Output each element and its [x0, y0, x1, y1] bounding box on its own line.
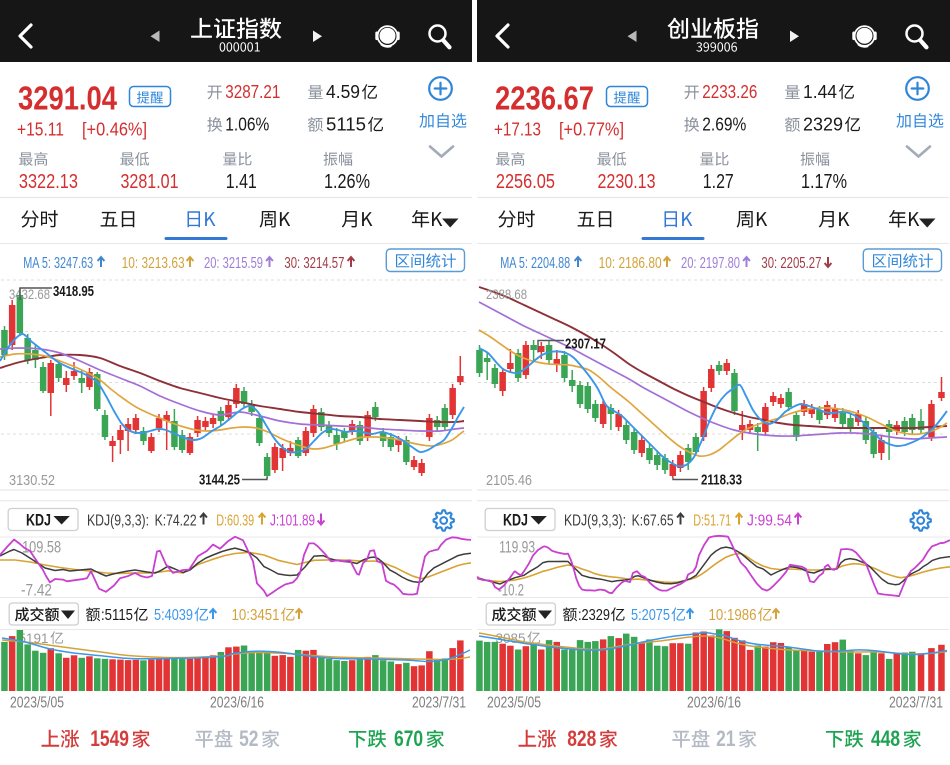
- svg-text:3291.04: 3291.04: [18, 80, 118, 117]
- svg-text:D:51.71: D:51.71: [693, 513, 731, 530]
- svg-text:10: 3213.63: 10: 3213.63: [122, 255, 185, 272]
- svg-text:K:67.65: K:67.65: [632, 513, 674, 530]
- svg-text::2329: :2329: [578, 607, 610, 624]
- svg-text:2023/6/16: 2023/6/16: [687, 695, 741, 712]
- svg-text:1.26%: 1.26%: [324, 171, 370, 193]
- svg-text:KDJ: KDJ: [26, 511, 51, 530]
- svg-text:3418.95: 3418.95: [53, 284, 94, 300]
- svg-text:KDJ(9,3,3):: KDJ(9,3,3):: [564, 513, 626, 530]
- svg-text:3130.52: 3130.52: [9, 472, 55, 489]
- svg-text:2023/7/31: 2023/7/31: [889, 695, 943, 712]
- svg-text:5115: 5115: [326, 114, 366, 135]
- svg-text:448: 448: [871, 726, 900, 751]
- svg-text:2256.05: 2256.05: [496, 171, 555, 193]
- svg-text:MA 5: 3247.63: MA 5: 3247.63: [23, 255, 93, 272]
- svg-text:3287.21: 3287.21: [225, 81, 280, 102]
- svg-text:10:1986: 10:1986: [709, 607, 757, 624]
- svg-text:KDJ: KDJ: [503, 511, 528, 530]
- svg-text:3144.25: 3144.25: [199, 473, 240, 489]
- svg-text:J:99.54: J:99.54: [747, 513, 792, 530]
- svg-text:1.17%: 1.17%: [801, 171, 847, 193]
- svg-text:D:60.39: D:60.39: [216, 513, 254, 530]
- svg-text:2023/6/16: 2023/6/16: [210, 695, 264, 712]
- svg-text::5115: :5115: [101, 607, 133, 624]
- svg-text:10: 2186.80: 10: 2186.80: [599, 255, 662, 272]
- svg-text:+15.11: +15.11: [17, 120, 64, 140]
- svg-text:5:2075: 5:2075: [631, 607, 670, 624]
- svg-text:K:74.22: K:74.22: [155, 513, 197, 530]
- svg-text:30: 3214.57: 30: 3214.57: [284, 255, 344, 272]
- svg-text:1549: 1549: [90, 726, 129, 751]
- svg-text:2105.46: 2105.46: [486, 472, 532, 489]
- svg-text:-7.42: -7.42: [21, 581, 52, 600]
- svg-text:2118.33: 2118.33: [701, 473, 742, 489]
- svg-text:21: 21: [716, 726, 735, 751]
- svg-text:2307.17: 2307.17: [565, 337, 606, 353]
- svg-text:4.59: 4.59: [326, 81, 360, 102]
- svg-text:2230.13: 2230.13: [598, 171, 656, 193]
- svg-text:2023/7/31: 2023/7/31: [412, 695, 466, 712]
- svg-text:30: 2205.27: 30: 2205.27: [761, 255, 821, 272]
- svg-text:J:101.89: J:101.89: [270, 513, 315, 530]
- svg-text:2236.67: 2236.67: [495, 80, 594, 117]
- svg-text:670: 670: [394, 726, 423, 751]
- svg-text:MA 5: 2204.88: MA 5: 2204.88: [500, 255, 570, 272]
- svg-text:1.27: 1.27: [703, 171, 734, 193]
- svg-text:[+0.77%]: [+0.77%]: [559, 120, 624, 140]
- svg-text:3281.01: 3281.01: [121, 171, 179, 193]
- svg-text:119.93: 119.93: [499, 538, 535, 557]
- svg-text:10:3451: 10:3451: [232, 607, 280, 624]
- svg-text:2233.26: 2233.26: [702, 81, 757, 102]
- svg-text:828: 828: [567, 726, 596, 751]
- svg-text:KDJ(9,3,3):: KDJ(9,3,3):: [87, 513, 149, 530]
- svg-text:20: 3215.59: 20: 3215.59: [204, 255, 263, 272]
- svg-text:2023/5/05: 2023/5/05: [487, 695, 541, 712]
- svg-text:1.41: 1.41: [226, 171, 257, 193]
- svg-text:2.69%: 2.69%: [702, 114, 746, 135]
- svg-text:5:4039: 5:4039: [154, 607, 193, 624]
- svg-text:20: 2197.80: 20: 2197.80: [681, 255, 740, 272]
- svg-text:[+0.46%]: [+0.46%]: [82, 120, 147, 140]
- svg-text:2329: 2329: [803, 114, 843, 135]
- svg-text:+17.13: +17.13: [494, 120, 541, 140]
- svg-text:1.06%: 1.06%: [225, 114, 269, 135]
- svg-text:52: 52: [239, 726, 258, 751]
- svg-text:1.44: 1.44: [803, 81, 837, 102]
- svg-text:3432.68: 3432.68: [9, 286, 50, 302]
- svg-text:2388.68: 2388.68: [486, 286, 527, 302]
- svg-text:2023/5/05: 2023/5/05: [10, 695, 64, 712]
- svg-text:109.58: 109.58: [22, 538, 61, 557]
- svg-text:3322.13: 3322.13: [19, 171, 78, 193]
